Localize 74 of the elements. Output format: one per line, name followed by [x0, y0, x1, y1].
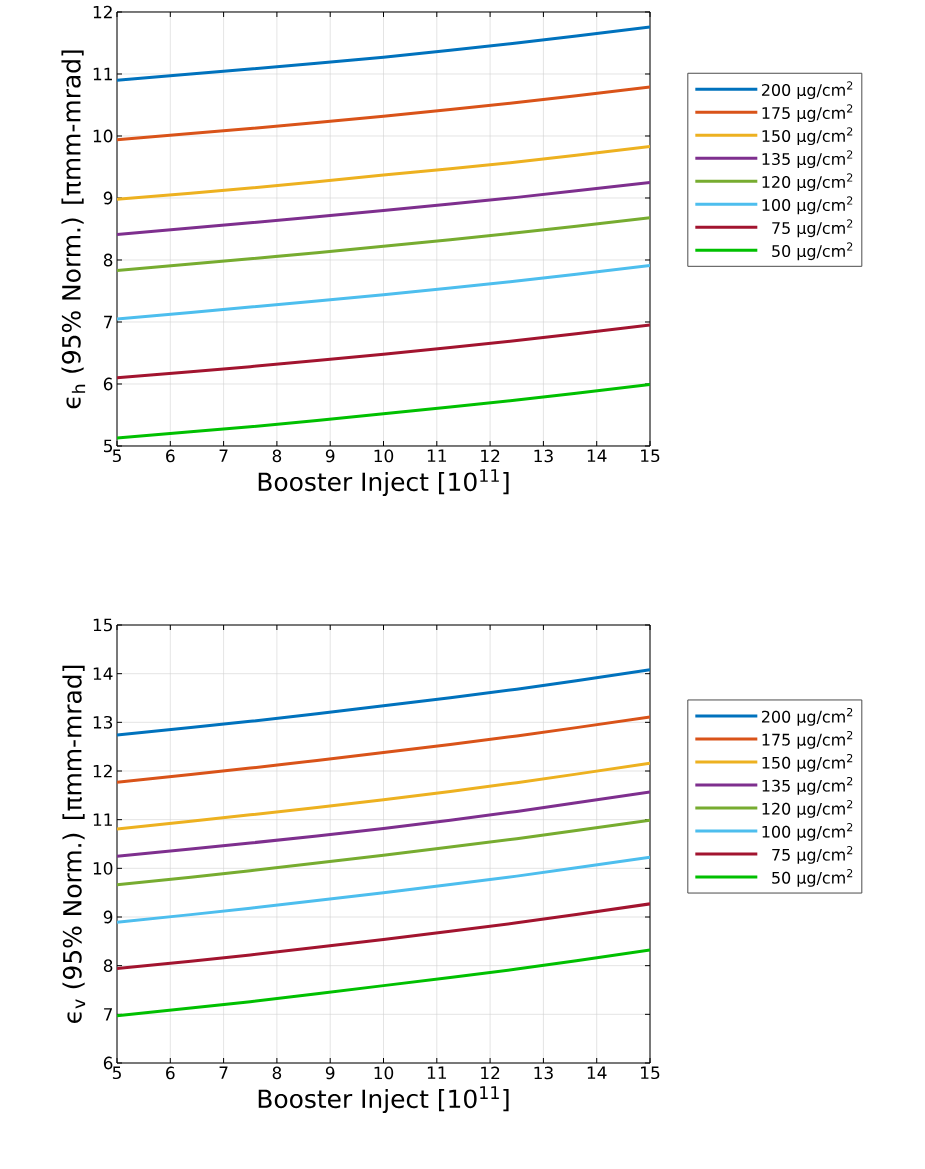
- line-series: [117, 145, 651, 201]
- line-series: [117, 25, 651, 82]
- legend-label: 150 μg/cm$^{2}$: [762, 127, 853, 146]
- y-tick-label: 7: [104, 1008, 113, 1021]
- line-series: [117, 855, 651, 924]
- y-tick-label: 10: [93, 861, 113, 875]
- line-series: [117, 948, 651, 1018]
- line-series: [117, 383, 651, 440]
- line-series: [117, 818, 651, 887]
- y-tick-label: 5: [104, 439, 112, 453]
- x-tick-label: 11: [427, 1066, 447, 1079]
- y-tick-label: 11: [93, 67, 112, 81]
- y-tick-label: 6: [103, 377, 113, 391]
- y-axis-title: ϵ$_{v}$ (95% Norm.) [πmm-mrad]: [62, 665, 86, 1023]
- legend-label: 50 μg/cm$^{2}$: [772, 242, 853, 261]
- x-tick-label: 6: [166, 1066, 175, 1080]
- line-series: [117, 715, 651, 784]
- legend-label: 135 μg/cm$^{2}$: [762, 150, 853, 169]
- line-series: [117, 216, 651, 273]
- legend-label: 135 μg/cm$^{2}$: [762, 776, 853, 795]
- x-tick-label: 15: [641, 1066, 660, 1080]
- legend-label: 120 μg/cm$^{2}$: [762, 173, 853, 192]
- x-tick-label: 10: [374, 1066, 394, 1080]
- line-series: [117, 668, 651, 737]
- legend-label: 100 μg/cm$^{2}$: [762, 196, 853, 215]
- x-tick-label: 14: [587, 449, 607, 462]
- x-tick-label: 13: [534, 1066, 553, 1080]
- legend-label: 75 μg/cm$^{2}$: [772, 846, 853, 864]
- x-tick-label: 6: [166, 449, 175, 463]
- x-tick-label: 7: [219, 449, 228, 462]
- line-series: [117, 323, 651, 380]
- y-tick-label: 9: [103, 191, 113, 205]
- y-tick-label: 7: [104, 315, 113, 329]
- y-axis-title: ϵ$_{h}$ (95% Norm.) [πmm-mrad]: [61, 50, 86, 409]
- y-tick-label: 6: [103, 1056, 113, 1070]
- y-tick-label: 11: [93, 813, 112, 826]
- y-tick-label: 9: [103, 910, 113, 924]
- legend-label: 200 μg/cm$^{2}$: [761, 707, 853, 726]
- legend-label: 175 μg/cm$^{2}$: [762, 104, 853, 123]
- x-axis-title: Booster Inject [10$^{11}$]: [258, 469, 509, 497]
- line-series: [117, 180, 651, 237]
- line-series: [117, 790, 651, 858]
- y-tick-label: 15: [93, 618, 112, 632]
- y-tick-label: 12: [93, 764, 112, 778]
- x-tick-label: 12: [481, 449, 500, 463]
- y-tick-label: 13: [93, 715, 113, 729]
- legend-label: 75 μg/cm$^{2}$: [772, 219, 853, 238]
- y-tick-label: 8: [103, 959, 113, 973]
- x-tick-label: 9: [325, 449, 335, 463]
- legend-label: 150 μg/cm$^{2}$: [762, 753, 853, 772]
- x-tick-label: 10: [374, 449, 394, 463]
- line-series: [117, 264, 651, 321]
- x-tick-label: 15: [641, 449, 660, 463]
- x-tick-label: 9: [325, 1066, 335, 1080]
- legend-label: 50 μg/cm$^{2}$: [772, 869, 853, 887]
- y-tick-label: 14: [93, 667, 113, 680]
- line-series: [117, 902, 651, 971]
- x-tick-label: 11: [427, 449, 447, 462]
- legend-label: 200 μg/cm$^{2}$: [761, 81, 853, 100]
- line-series: [117, 85, 651, 142]
- y-tick-label: 8: [103, 253, 113, 267]
- y-tick-label: 12: [93, 5, 112, 19]
- y-tick-label: 10: [93, 129, 113, 143]
- x-tick-label: 7: [219, 1066, 228, 1079]
- legend-label: 100 μg/cm$^{2}$: [762, 823, 853, 841]
- x-tick-label: 13: [534, 449, 553, 463]
- legend-label: 120 μg/cm$^{2}$: [762, 799, 853, 818]
- x-tick-label: 14: [587, 1066, 607, 1079]
- x-tick-label: 8: [272, 1066, 282, 1080]
- line-series: [117, 761, 651, 831]
- x-tick-label: 8: [272, 449, 282, 463]
- legend-label: 175 μg/cm$^{2}$: [762, 730, 853, 749]
- x-tick-label: 12: [481, 1066, 500, 1080]
- x-axis-title: Booster Inject [10$^{11}$]: [258, 1086, 509, 1114]
